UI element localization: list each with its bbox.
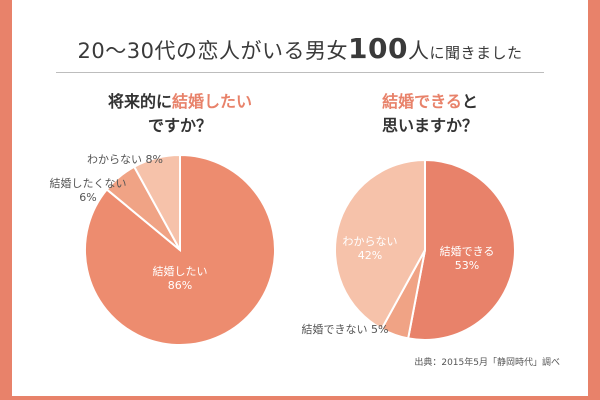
left-chart-title: 将来的に結婚したい ですか？ xyxy=(70,90,290,138)
pie-slice xyxy=(132,153,181,251)
slice-label: わからない 8% xyxy=(87,153,163,166)
left-title-line2: ですか？ xyxy=(147,116,212,135)
slice-label: 結婚したい 86% xyxy=(153,264,208,292)
header-divider xyxy=(56,72,544,73)
header-text-2: 人 xyxy=(407,39,430,63)
left-title-pre: 将来的に xyxy=(107,92,172,111)
right-pie-chart: 結婚できる 53% 結婚できない 5% わからない 42% xyxy=(302,158,516,341)
pie-slice xyxy=(406,158,516,341)
bottom-bar xyxy=(0,396,600,400)
slice-label: 結婚できる 53% xyxy=(440,244,495,272)
right-title-rest: と xyxy=(461,92,478,111)
page-header: 20〜30代の恋人がいる男女100人に聞きました xyxy=(50,32,550,65)
left-pie-chart: 結婚したい 86% 結婚したくない 6% わからない 8% xyxy=(50,153,276,346)
source-note: 出典：2015年5月「静岡時代」調べ xyxy=(414,358,560,368)
left-title-accent: 結婚したい xyxy=(172,92,253,111)
header-text-3: に聞きました xyxy=(429,44,523,62)
header-number: 100 xyxy=(347,32,408,65)
slice-label: 結婚したくない 6% xyxy=(50,176,127,204)
right-title-line2: 思いますか？ xyxy=(381,116,478,135)
header-text-1: 20〜30代の恋人がいる男女 xyxy=(77,39,348,63)
right-chart-title: 結婚できると 思いますか？ xyxy=(315,90,545,138)
slice-label: わからない 42% xyxy=(343,235,398,262)
right-title-accent: 結婚できる xyxy=(382,92,462,111)
slice-label: 結婚できない 5% xyxy=(302,322,389,336)
pie-slice xyxy=(334,158,426,331)
